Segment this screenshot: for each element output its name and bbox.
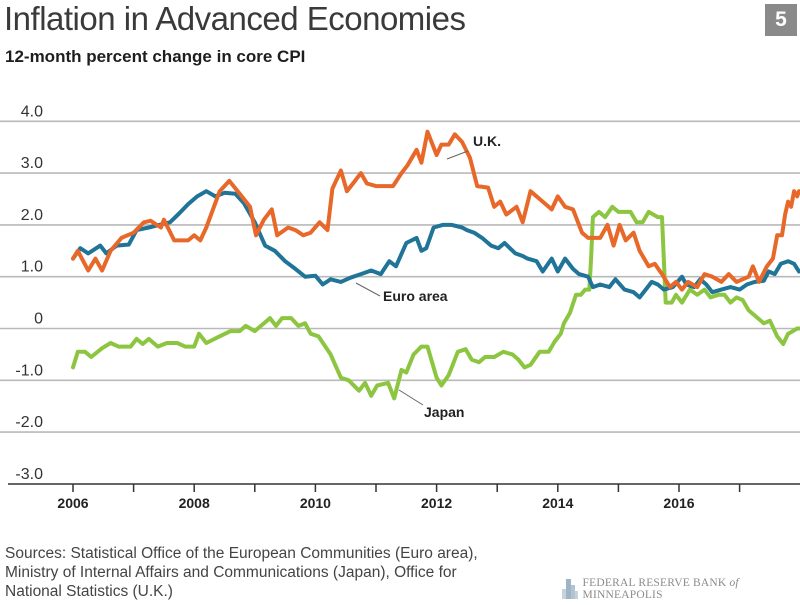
sources-line-2: Ministry of Internal Affairs and Communi… <box>5 564 457 581</box>
y-tick-label: 3.0 <box>21 155 43 172</box>
y-tick-label: 2.0 <box>21 207 43 224</box>
sources-line-1: Sources: Statistical Office of the Europ… <box>5 545 478 562</box>
fed-minneapolis-logo: FEDERAL RESERVE BANK of MINNEAPOLIS <box>562 577 800 601</box>
series-line-u-k <box>71 129 800 292</box>
y-tick-label: 1.0 <box>21 259 43 276</box>
y-tick-label: 0 <box>34 311 43 328</box>
y-tick-label: 4.0 <box>21 103 43 120</box>
figure-number-badge: 5 <box>765 4 797 36</box>
building-logo-icon <box>562 579 578 599</box>
logo-text: FEDERAL RESERVE BANK of MINNEAPOLIS <box>582 577 739 601</box>
series-labels: U.K. Euro area Japan <box>355 133 501 420</box>
x-tick-label: 2012 <box>421 495 452 511</box>
line-chart: 4.03.02.01.00-1.0-2.0-3.0 2006 2008 2010 20… <box>0 103 800 511</box>
chart-title: Inflation in Advanced Economies <box>4 0 466 37</box>
label-leader-line <box>355 282 381 297</box>
chart-subtitle: 12-month percent change in core CPI <box>5 47 306 66</box>
series-label: Japan <box>424 404 464 420</box>
series-lines <box>71 129 800 401</box>
y-tick-label: -2.0 <box>15 414 43 431</box>
label-leader-line <box>446 150 469 160</box>
y-axis-ticks: 4.0 3.0 2.0 1.0 0 -1.0 -2.0 -3.0 <box>15 103 43 483</box>
series-label: Euro area <box>383 288 448 304</box>
x-tick-label: 2006 <box>57 495 88 511</box>
series-label: U.K. <box>473 133 501 149</box>
x-axis: 2006 2008 2010 2012 2014 2016 <box>8 483 800 511</box>
sources-line-3: National Statistics (U.K.) <box>5 583 173 600</box>
label-leader-line <box>398 389 424 406</box>
x-tick-label: 2016 <box>663 495 694 511</box>
sources-note: Sources: Statistical Office of the Europ… <box>5 544 565 601</box>
x-tick-label: 2014 <box>542 495 573 511</box>
y-tick-label: -1.0 <box>15 362 43 379</box>
x-tick-label: 2008 <box>179 495 210 511</box>
series-line-japan <box>71 204 800 401</box>
x-tick-label: 2010 <box>300 495 331 511</box>
y-tick-label: -3.0 <box>15 466 43 483</box>
